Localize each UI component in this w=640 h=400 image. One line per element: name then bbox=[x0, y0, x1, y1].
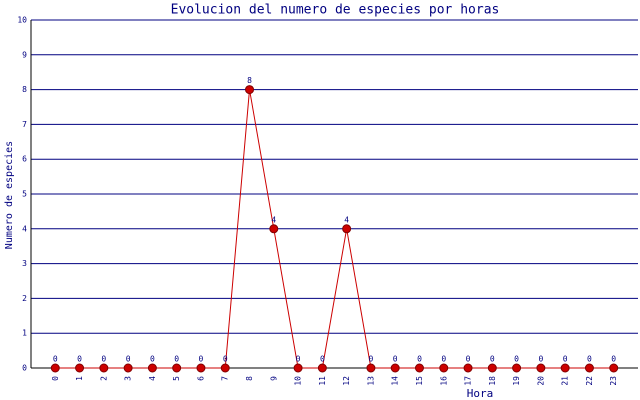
x-tick-label: 13 bbox=[366, 376, 375, 386]
y-tick-label: 6 bbox=[22, 155, 27, 164]
x-tick-label: 15 bbox=[415, 376, 424, 386]
data-label: 4 bbox=[344, 215, 349, 224]
x-tick-label: 4 bbox=[148, 376, 157, 381]
y-tick-label: 3 bbox=[22, 259, 27, 268]
point bbox=[366, 363, 376, 373]
point bbox=[342, 224, 352, 234]
data-label: 0 bbox=[611, 355, 616, 364]
data-label: 0 bbox=[320, 355, 325, 364]
point bbox=[609, 363, 619, 373]
point bbox=[584, 363, 594, 373]
data-label: 0 bbox=[393, 355, 398, 364]
x-tick-label: 20 bbox=[536, 376, 545, 386]
x-tick-label: 1 bbox=[75, 376, 84, 381]
chart-title: Evolucion del numero de especies por hor… bbox=[171, 3, 500, 18]
data-label: 0 bbox=[490, 355, 495, 364]
point bbox=[50, 363, 60, 373]
data-label: 0 bbox=[417, 355, 422, 364]
y-tick-label: 9 bbox=[22, 50, 27, 59]
data-label: 0 bbox=[563, 355, 568, 364]
point bbox=[439, 363, 449, 373]
point bbox=[123, 363, 133, 373]
point bbox=[317, 363, 327, 373]
y-tick-label: 10 bbox=[17, 16, 27, 25]
data-label: 0 bbox=[174, 355, 179, 364]
x-tick-label: 16 bbox=[439, 376, 448, 386]
point bbox=[99, 363, 109, 373]
y-tick-label: 2 bbox=[22, 294, 27, 303]
y-tick-label: 7 bbox=[22, 120, 27, 129]
point bbox=[512, 363, 522, 373]
y-tick-label: 5 bbox=[22, 190, 27, 199]
x-tick-label: 6 bbox=[196, 376, 205, 381]
x-tick-label: 12 bbox=[342, 376, 351, 386]
x-tick-label: 18 bbox=[488, 376, 497, 386]
data-label: 0 bbox=[466, 355, 471, 364]
x-tick-label: 8 bbox=[245, 376, 254, 381]
point bbox=[536, 363, 546, 373]
data-label: 8 bbox=[247, 76, 252, 85]
x-tick-label: 2 bbox=[99, 376, 108, 381]
x-tick-label: 22 bbox=[585, 376, 594, 386]
x-tick-label: 14 bbox=[391, 376, 400, 386]
y-tick-label: 8 bbox=[22, 85, 27, 94]
x-tick-label: 0 bbox=[51, 376, 60, 381]
point bbox=[220, 363, 230, 373]
x-tick-label: 11 bbox=[318, 376, 327, 386]
x-tick-label: 23 bbox=[609, 376, 618, 386]
point bbox=[414, 363, 424, 373]
data-label: 0 bbox=[441, 355, 446, 364]
data-label: 0 bbox=[77, 355, 82, 364]
y-tick-label: 1 bbox=[22, 329, 27, 338]
data-label: 0 bbox=[126, 355, 131, 364]
point bbox=[269, 224, 279, 234]
data-label: 0 bbox=[223, 355, 228, 364]
data-label: 0 bbox=[369, 355, 374, 364]
point bbox=[147, 363, 157, 373]
point bbox=[196, 363, 206, 373]
x-tick-label: 9 bbox=[269, 376, 278, 381]
data-label: 0 bbox=[150, 355, 155, 364]
point bbox=[560, 363, 570, 373]
data-label: 0 bbox=[199, 355, 204, 364]
data-label: 0 bbox=[101, 355, 106, 364]
y-axis-label: Numero de especies bbox=[4, 141, 15, 249]
point bbox=[172, 363, 182, 373]
x-tick-label: 3 bbox=[124, 376, 133, 381]
point bbox=[463, 363, 473, 373]
data-label: 0 bbox=[514, 355, 519, 364]
point bbox=[293, 363, 303, 373]
data-label: 0 bbox=[587, 355, 592, 364]
point bbox=[75, 363, 85, 373]
point bbox=[245, 85, 255, 95]
x-tick-label: 7 bbox=[221, 376, 230, 381]
x-tick-label: 21 bbox=[561, 376, 570, 386]
data-label: 0 bbox=[538, 355, 543, 364]
y-tick-label: 4 bbox=[22, 224, 27, 233]
y-tick-label: 0 bbox=[22, 364, 27, 373]
x-tick-label: 10 bbox=[294, 376, 303, 386]
x-tick-label: 17 bbox=[464, 376, 473, 386]
point bbox=[487, 363, 497, 373]
x-axis-label: Hora bbox=[467, 387, 494, 400]
x-tick-label: 19 bbox=[512, 376, 521, 386]
data-label: 0 bbox=[296, 355, 301, 364]
data-label: 0 bbox=[53, 355, 58, 364]
x-tick-label: 5 bbox=[172, 376, 181, 381]
point bbox=[390, 363, 400, 373]
data-label: 4 bbox=[271, 215, 276, 224]
